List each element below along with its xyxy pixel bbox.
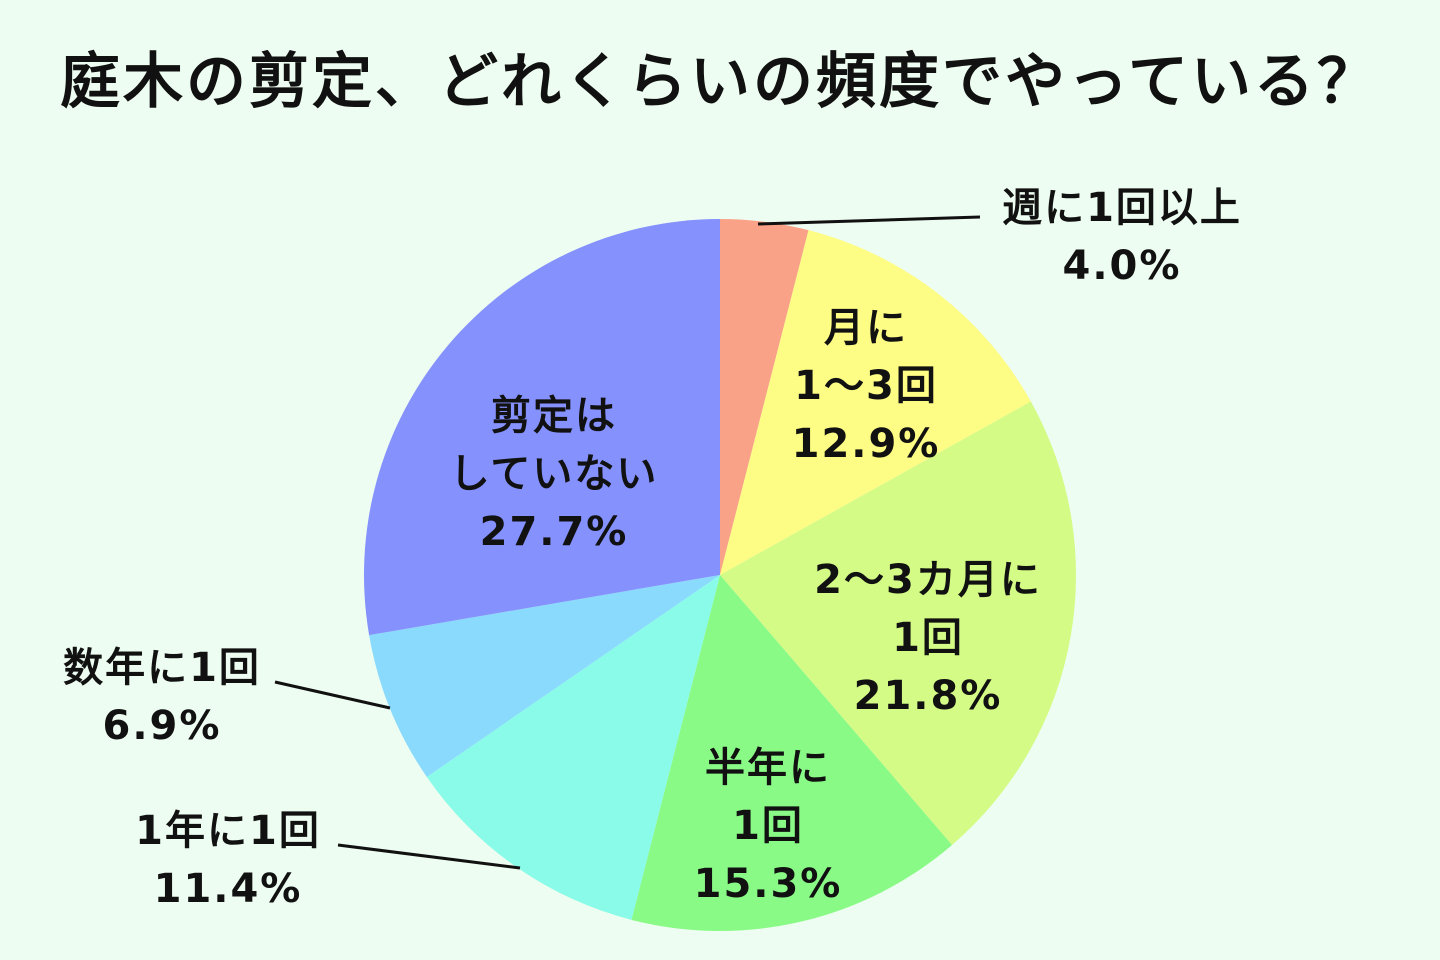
pie-slice-3 — [720, 401, 1076, 845]
slice-labels: 週に1回以上 4.0% 月に 1〜3回 12.9% 2〜3カ月に 1回 21.8% 半年に 1回 1… — [63, 185, 1242, 912]
pie-slice-6 — [369, 575, 720, 777]
slice-label-slice-4-line-1: 半年に — [705, 745, 831, 791]
slice-label-slice-4-line-2: 1回 — [732, 803, 804, 849]
chart-title: 庭木の剪定、どれくらいの頻度でやっている？ — [60, 47, 1380, 117]
pie-slice-5 — [426, 575, 720, 920]
slice-label-slice-2-line-2: 1〜3回 — [794, 363, 938, 409]
slice-value-slice-5: 11.4% — [154, 866, 303, 912]
slice-value-slice-7: 27.7% — [480, 509, 629, 555]
slice-value-slice-4: 15.3% — [694, 861, 843, 907]
slice-label-slice-2-line-1: 月に — [824, 305, 908, 351]
pie-slice-4 — [631, 575, 953, 931]
slice-value-slice-6: 6.9% — [103, 703, 222, 749]
pie-slice-2 — [720, 230, 1031, 575]
slice-label-slice-5-line-1: 1年に1回 — [135, 808, 321, 854]
slice-label-slice-6-line-1: 数年に1回 — [63, 645, 261, 691]
slice-label-slice-3-line-1: 2〜3カ月に — [814, 557, 1042, 603]
pie-slice-1 — [720, 219, 809, 575]
slice-label-slice-3-line-2: 1回 — [892, 615, 964, 661]
leader-line-slice-6 — [274, 680, 391, 710]
slice-label-slice-7-line-1: 剪定は — [491, 393, 617, 439]
leader-line-slice-5 — [337, 843, 521, 870]
leader-line-slice-1 — [757, 215, 981, 226]
slice-value-slice-1: 4.0% — [1063, 243, 1182, 289]
slice-value-slice-2: 12.9% — [792, 421, 941, 467]
pie-slices — [364, 219, 1076, 931]
pie-slice-7 — [364, 219, 720, 636]
leader-lines — [274, 215, 981, 870]
slice-value-slice-3: 21.8% — [854, 673, 1003, 719]
slice-label-slice-1-line-1: 週に1回以上 — [1002, 185, 1242, 231]
slice-label-slice-7-line-2: していない — [450, 451, 659, 497]
